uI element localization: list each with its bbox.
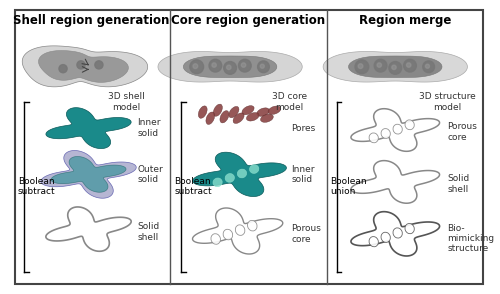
Circle shape <box>59 65 67 73</box>
Circle shape <box>242 63 246 67</box>
Circle shape <box>377 63 382 67</box>
Polygon shape <box>192 152 286 196</box>
Polygon shape <box>41 151 136 198</box>
Polygon shape <box>348 56 442 78</box>
Ellipse shape <box>238 169 246 178</box>
Polygon shape <box>22 46 148 87</box>
Polygon shape <box>192 208 283 254</box>
Ellipse shape <box>229 106 239 118</box>
Circle shape <box>226 65 231 70</box>
Text: Boolean
subtract: Boolean subtract <box>18 177 56 196</box>
Ellipse shape <box>242 106 254 115</box>
Circle shape <box>258 61 270 73</box>
Text: Outer
solid: Outer solid <box>138 165 164 184</box>
Text: Porous
core: Porous core <box>292 224 322 243</box>
Circle shape <box>95 61 103 69</box>
Ellipse shape <box>260 114 274 122</box>
Text: 3D structure
model: 3D structure model <box>419 92 476 112</box>
Ellipse shape <box>236 225 245 235</box>
Polygon shape <box>46 108 131 148</box>
Circle shape <box>260 64 264 68</box>
Ellipse shape <box>225 173 234 182</box>
Ellipse shape <box>246 113 259 121</box>
Circle shape <box>406 63 411 67</box>
Text: Pores: Pores <box>292 123 316 133</box>
Text: Solid
shell: Solid shell <box>138 222 160 242</box>
Text: Core region generation: Core region generation <box>171 14 325 27</box>
Polygon shape <box>323 51 468 82</box>
Circle shape <box>77 61 85 69</box>
Text: Porous
core: Porous core <box>447 122 477 142</box>
Ellipse shape <box>250 165 259 173</box>
Ellipse shape <box>405 223 414 234</box>
Circle shape <box>404 59 416 72</box>
Ellipse shape <box>223 229 232 240</box>
Circle shape <box>426 64 430 68</box>
Text: Inner
solid: Inner solid <box>292 165 315 184</box>
Circle shape <box>389 61 402 74</box>
Ellipse shape <box>381 232 390 243</box>
Ellipse shape <box>214 104 222 116</box>
Circle shape <box>193 64 198 69</box>
Polygon shape <box>46 207 131 251</box>
Polygon shape <box>184 56 277 78</box>
Ellipse shape <box>198 106 207 118</box>
Ellipse shape <box>405 120 414 130</box>
Circle shape <box>374 59 387 72</box>
Circle shape <box>238 59 251 72</box>
Circle shape <box>358 64 363 69</box>
Text: Region merge: Region merge <box>358 14 451 27</box>
Circle shape <box>224 61 236 74</box>
Polygon shape <box>351 161 440 203</box>
Text: 3D shell
model: 3D shell model <box>108 92 144 112</box>
Ellipse shape <box>369 237 378 247</box>
Circle shape <box>212 63 216 67</box>
Ellipse shape <box>211 234 220 244</box>
Ellipse shape <box>393 228 402 238</box>
Text: Boolean
union: Boolean union <box>330 177 367 196</box>
Circle shape <box>392 65 396 70</box>
Ellipse shape <box>233 113 244 123</box>
Text: Solid
shell: Solid shell <box>447 174 469 193</box>
Circle shape <box>422 61 434 73</box>
Ellipse shape <box>257 108 270 116</box>
Ellipse shape <box>393 124 402 134</box>
Ellipse shape <box>381 128 390 138</box>
Ellipse shape <box>369 133 378 143</box>
Polygon shape <box>351 109 440 151</box>
Polygon shape <box>351 212 440 256</box>
Circle shape <box>209 59 222 72</box>
Polygon shape <box>51 156 126 192</box>
Polygon shape <box>38 51 128 82</box>
Circle shape <box>355 60 369 74</box>
Circle shape <box>190 60 203 74</box>
Text: Boolean
subtract: Boolean subtract <box>174 177 212 196</box>
Text: Shell region generation: Shell region generation <box>13 14 170 27</box>
Text: 3D core
model: 3D core model <box>272 92 307 112</box>
Text: Bio-
mimicking
structure: Bio- mimicking structure <box>447 224 494 253</box>
Ellipse shape <box>220 111 229 123</box>
Ellipse shape <box>268 106 281 114</box>
Polygon shape <box>158 51 302 82</box>
Ellipse shape <box>248 220 257 231</box>
Text: Inner
solid: Inner solid <box>138 118 161 138</box>
Ellipse shape <box>213 178 222 187</box>
Ellipse shape <box>206 112 214 124</box>
